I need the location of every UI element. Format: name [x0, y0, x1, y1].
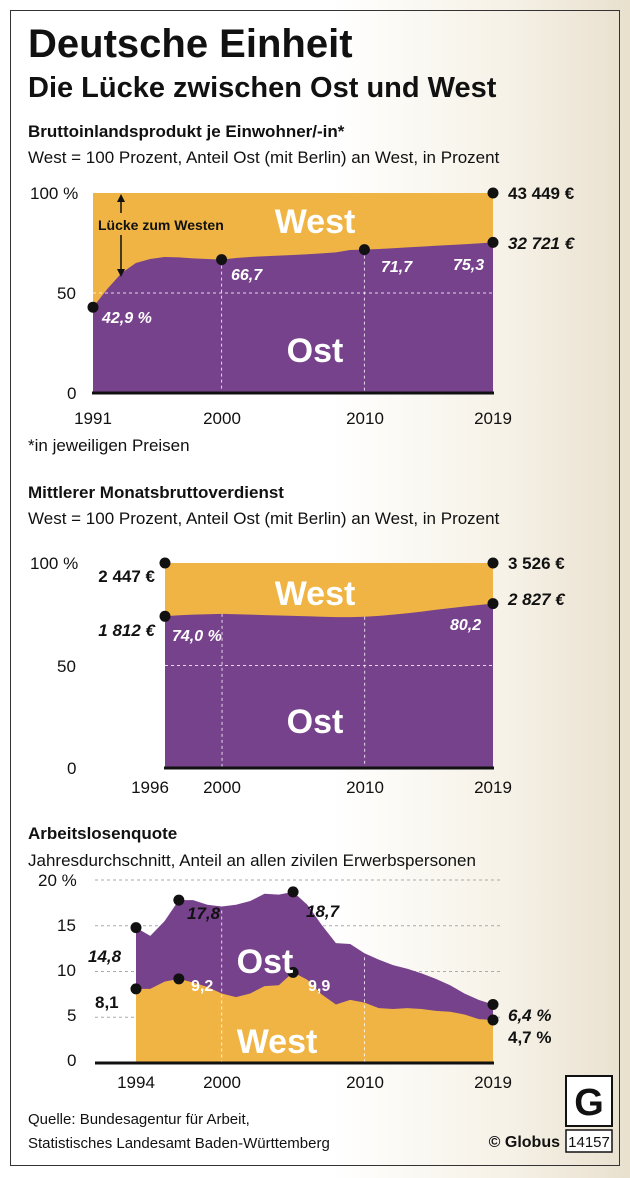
chart2-start-west: 2 447 € [98, 567, 155, 586]
data-point-west-end [487, 187, 499, 199]
data-point-west-1994 [130, 983, 142, 995]
source-line-1: Quelle: Bundesagentur für Arbeit, [28, 1111, 250, 1128]
chart1-label-2000: 66,7 [231, 267, 263, 284]
gap-label: Lücke zum Westen [98, 217, 224, 233]
chart3-label-west-2019: 4,7 % [508, 1028, 551, 1047]
west-area [136, 972, 493, 1063]
data-point-west-end [487, 557, 499, 569]
chart2-label-1996: 74,0 % [172, 628, 222, 645]
chart1-label-west: West [275, 203, 356, 241]
chart3-xtick-2019: 2019 [474, 1073, 512, 1092]
chart1-label-2010: 71,7 [381, 259, 413, 276]
chart3-xtick-2010: 2010 [346, 1073, 384, 1092]
data-point-ost-2019 [487, 236, 499, 248]
chart3-label-ost: Ost [237, 943, 294, 981]
data-point-ost-2000 [216, 254, 228, 266]
chart1-label-1991: 42,9 % [101, 310, 152, 327]
data-point-ost-2019 [487, 998, 499, 1010]
chart1-end-ost: 32 721 € [508, 234, 576, 253]
chart2-xtick-2000: 2000 [203, 778, 241, 797]
chart3-label-ost-2005: 18,7 [306, 902, 341, 921]
ost-area [93, 242, 493, 393]
main-subtitle: Die Lücke zwischen Ost und West [28, 72, 497, 104]
graphic-number: 14157 [568, 1134, 610, 1151]
chart3-label-west: West [237, 1023, 318, 1061]
chart1-plot [87, 187, 499, 395]
chart1-ytick-0: 0 [67, 384, 76, 403]
chart2-label-2019: 80,2 [450, 617, 481, 634]
chart2-start-ost: 1 812 € [98, 621, 156, 640]
chart3-ytick-10: 10 [57, 961, 76, 980]
chart2-ytick-100: 100 % [30, 554, 78, 573]
chart1-label-2019: 75,3 [453, 257, 484, 274]
chart3-xtick-2000: 2000 [203, 1073, 241, 1092]
chart3-label-west-1997: 9,2 [191, 978, 213, 995]
chart2-ytick-50: 50 [57, 657, 76, 676]
globus-logo-letter: G [574, 1082, 604, 1124]
chart1-end-west: 43 449 € [508, 184, 575, 203]
chart1-title: Bruttoinlandsprodukt je Einwohner/-in* [28, 122, 345, 141]
chart3-label-ost-1994: 14,8 [88, 947, 122, 966]
chart1-xtick-2010: 2010 [346, 409, 384, 428]
data-point-west-start [159, 557, 171, 569]
chart2-title: Mittlerer Monatsbruttoverdienst [28, 483, 284, 502]
chart2-xtick-2019: 2019 [474, 778, 512, 797]
chart2-xtick-1996: 1996 [131, 778, 169, 797]
chart1-xtick-2000: 2000 [203, 409, 241, 428]
chart2-xtick-2010: 2010 [346, 778, 384, 797]
data-point-ost-2019 [487, 598, 499, 610]
chart3-ytick-15: 15 [57, 916, 76, 935]
chart3-label-ost-1997: 17,8 [187, 904, 221, 923]
chart2-ytick-0: 0 [67, 759, 76, 778]
ost-area [165, 603, 493, 768]
chart1-subtitle: West = 100 Prozent, Anteil Ost (mit Berl… [28, 148, 500, 167]
data-point-west-1997 [173, 973, 185, 985]
chart2-label-west: West [275, 575, 356, 613]
chart2-end-ost: 2 827 € [507, 590, 566, 609]
chart3-ytick-5: 5 [67, 1006, 76, 1025]
chart1-ytick-50: 50 [57, 284, 76, 303]
globus-credit: © Globus [489, 1134, 560, 1151]
chart3-title: Arbeitslosenquote [28, 824, 177, 843]
data-point-ost-2005 [287, 886, 299, 898]
data-point-ost-1997 [173, 894, 185, 906]
data-point-ost-2010 [358, 244, 370, 256]
chart1-footnote: *in jeweiligen Preisen [28, 436, 190, 455]
chart2-label-ost: Ost [287, 703, 344, 741]
chart3-label-ost-2019: 6,4 % [508, 1006, 551, 1025]
main-title: Deutsche Einheit [28, 22, 353, 66]
chart3-ytick-0: 0 [67, 1051, 76, 1070]
chart3-ytick-20: 20 % [38, 871, 77, 890]
data-point-ost-1996 [159, 610, 171, 622]
chart3-subtitle: Jahresdurchschnitt, Anteil an allen zivi… [28, 851, 476, 870]
chart2-end-west: 3 526 € [508, 554, 565, 573]
chart1-xtick-2019: 2019 [474, 409, 512, 428]
chart3-xtick-1994: 1994 [117, 1073, 155, 1092]
chart1-label-ost: Ost [287, 332, 344, 370]
chart3-label-west-1994: 8,1 [95, 993, 119, 1012]
chart3-plot [95, 879, 500, 1065]
chart1-xtick-1991: 1991 [74, 409, 112, 428]
gap-arrow-icon [117, 194, 125, 277]
globus-logo: G [565, 1075, 613, 1153]
chart2-plot [159, 557, 499, 770]
chart3-label-west-2005: 9,9 [308, 978, 330, 995]
infographic-frame [10, 10, 620, 1166]
chart2-subtitle: West = 100 Prozent, Anteil Ost (mit Berl… [28, 509, 500, 528]
data-point-west-2019 [487, 1014, 499, 1026]
data-point-ost-1991 [87, 301, 99, 313]
chart1-ytick-100: 100 % [30, 184, 78, 203]
source-line-2: Statistisches Landesamt Baden-Württember… [28, 1135, 330, 1152]
data-point-ost-1994 [130, 922, 142, 934]
data-point-west-2005 [287, 966, 299, 978]
